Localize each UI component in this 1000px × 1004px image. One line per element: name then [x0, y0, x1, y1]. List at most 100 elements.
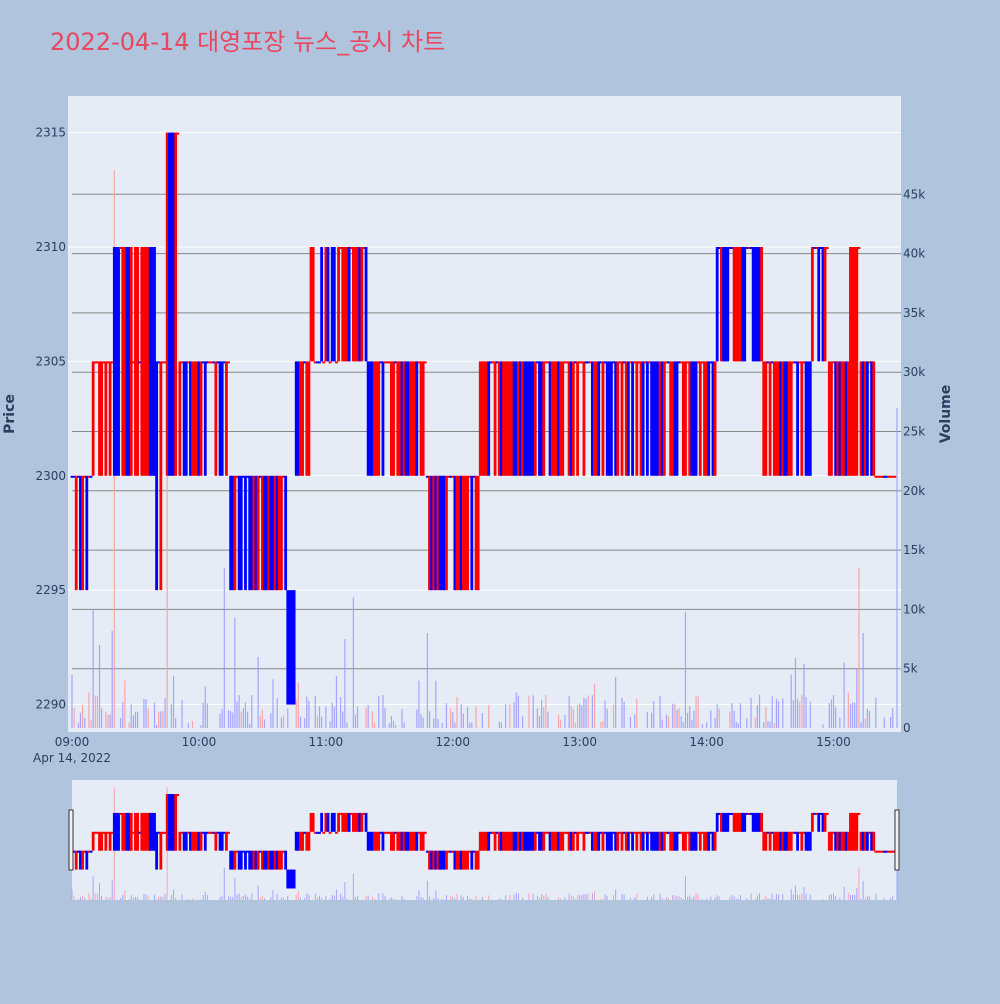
volume-bar [868, 711, 871, 728]
mini-volume-bar [437, 898, 439, 900]
price-candle [199, 361, 203, 476]
mini-price-candle [779, 831, 783, 851]
time-tick-label: 12:00 [435, 735, 470, 749]
price-candle [519, 361, 522, 476]
mini-price-candle [474, 850, 478, 870]
volume-bar [615, 677, 617, 728]
volume-bar [426, 633, 428, 728]
price-candle [567, 361, 571, 476]
price-candle [345, 246, 349, 362]
mini-volume-bar [435, 890, 437, 900]
mini-price-candle [476, 850, 480, 870]
range-slider-right-handle[interactable] [894, 809, 900, 871]
mini-volume-bar [678, 895, 680, 900]
mini-price-candle [565, 831, 569, 834]
mini-volume-bar [634, 897, 636, 900]
mini-price-candle [626, 831, 630, 851]
mini-volume-bar [558, 897, 560, 900]
mini-price-candle [533, 831, 537, 851]
price-candle [514, 361, 518, 476]
price-candle [601, 361, 605, 476]
mini-price-candle [244, 850, 247, 870]
mini-price-candle [639, 831, 643, 851]
mini-volume-bar [471, 898, 473, 900]
mini-volume-bar [591, 893, 593, 900]
price-candle [686, 361, 689, 364]
mini-volume-bar [219, 897, 221, 900]
volume-bar [714, 717, 716, 728]
volume-bar [333, 706, 335, 728]
mini-price-candle [717, 812, 721, 815]
price-candle [406, 361, 410, 476]
price-candle [677, 361, 681, 364]
mini-price-candle [715, 812, 719, 832]
mini-price-candle [275, 850, 279, 870]
price-candle [70, 475, 74, 478]
price-candle [409, 361, 412, 476]
price-candle [157, 361, 161, 364]
mini-volume-bar [329, 898, 331, 900]
mini-volume-bar [156, 899, 158, 900]
mini-price-candle [180, 831, 184, 834]
mini-volume-bar [247, 896, 249, 900]
mini-volume-bar [120, 897, 122, 900]
mini-volume-bar [602, 898, 604, 900]
volume-bar [378, 695, 380, 728]
mini-price-candle [161, 831, 165, 834]
mini-price-candle [802, 831, 806, 834]
mini-price-candle [605, 831, 609, 851]
mini-price-candle [112, 812, 116, 851]
price-candle [85, 475, 89, 591]
mini-price-candle [705, 831, 709, 851]
range-slider-left-handle[interactable] [68, 809, 74, 871]
price-candle [533, 361, 537, 476]
mini-price-candle [749, 812, 753, 815]
price-candle [343, 246, 347, 362]
mini-volume-bar [668, 897, 670, 900]
price-candle [637, 361, 641, 364]
mini-price-candle [337, 812, 340, 832]
price-candle [834, 361, 838, 476]
price-candle [280, 475, 283, 591]
volume-bar [799, 701, 801, 728]
volume-bar [318, 706, 321, 728]
price-tick-label: 2290 [35, 698, 66, 712]
mini-price-candle [519, 831, 522, 851]
volume-bar [532, 695, 534, 728]
mini-volume-bar [623, 894, 625, 900]
volume-bar [604, 700, 606, 728]
volume-bar [661, 719, 663, 728]
price-candle [510, 361, 514, 476]
mini-volume-bar [450, 896, 452, 900]
mini-price-candle [144, 812, 148, 851]
price-candle [734, 246, 738, 362]
mini-volume-bar [509, 895, 511, 900]
mini-price-candle [117, 812, 120, 851]
price-candle [292, 590, 296, 705]
price-candle [445, 475, 448, 591]
mini-price-candle [263, 850, 266, 870]
price-candle [193, 361, 197, 476]
mini-volume-bar [319, 895, 320, 900]
price-candle [258, 475, 262, 478]
mini-volume-bar [240, 896, 242, 900]
price-candle [863, 361, 867, 476]
price-candle [645, 361, 649, 476]
mini-volume-bar [111, 880, 113, 900]
mini-volume-bar [382, 893, 384, 900]
mini-volume-bar [659, 893, 661, 900]
volume-bar [646, 712, 648, 728]
volume-bar [109, 714, 111, 728]
mini-price-candle [237, 850, 241, 870]
mini-volume-bar [200, 899, 202, 900]
mini-volume-bar [422, 897, 424, 900]
mini-volume-bar [175, 898, 177, 900]
price-candle [779, 361, 783, 476]
volume-bar [251, 695, 253, 728]
price-candle [648, 361, 651, 364]
price-candle [749, 246, 753, 249]
price-candle [246, 475, 249, 478]
volume-bar [851, 702, 854, 728]
range-slider[interactable] [68, 780, 900, 900]
price-candle [552, 361, 556, 476]
